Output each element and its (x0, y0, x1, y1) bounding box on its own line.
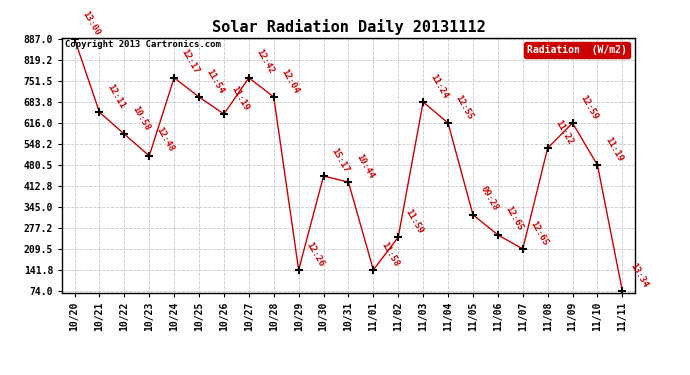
Text: 12:59: 12:59 (578, 93, 600, 121)
Text: 11:24: 11:24 (428, 72, 450, 100)
Text: 09:28: 09:28 (478, 185, 500, 213)
Text: 12:65: 12:65 (529, 219, 549, 247)
Text: 12:17: 12:17 (179, 48, 201, 76)
Title: Solar Radiation Daily 20131112: Solar Radiation Daily 20131112 (212, 19, 485, 35)
Text: 12:04: 12:04 (279, 67, 301, 95)
Text: 11:19: 11:19 (603, 135, 624, 163)
Text: 11:59: 11:59 (404, 207, 425, 235)
Text: 11:54: 11:54 (205, 67, 226, 95)
Text: 12:48: 12:48 (155, 126, 176, 154)
Text: 11:22: 11:22 (553, 118, 575, 146)
Text: 13:34: 13:34 (628, 261, 649, 289)
Legend: Radiation  (W/m2): Radiation (W/m2) (524, 42, 630, 58)
Text: 12:11: 12:11 (105, 82, 126, 110)
Text: 11:19: 11:19 (230, 84, 250, 112)
Text: 12:42: 12:42 (255, 48, 275, 76)
Text: 11:58: 11:58 (379, 240, 400, 268)
Text: 12:26: 12:26 (304, 240, 326, 268)
Text: 12:65: 12:65 (504, 205, 524, 233)
Text: 12:55: 12:55 (453, 93, 475, 121)
Text: 15:17: 15:17 (329, 146, 351, 174)
Text: 10:58: 10:58 (130, 104, 151, 132)
Text: 13:00: 13:00 (80, 9, 101, 37)
Text: Copyright 2013 Cartronics.com: Copyright 2013 Cartronics.com (65, 40, 221, 49)
Text: 10:44: 10:44 (354, 152, 375, 180)
